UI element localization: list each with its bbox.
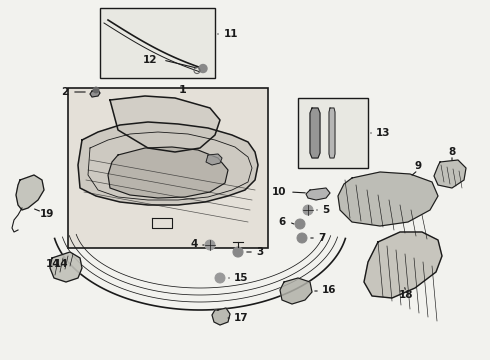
Text: 15: 15 xyxy=(234,273,248,283)
Polygon shape xyxy=(434,160,466,188)
Polygon shape xyxy=(329,108,335,158)
Polygon shape xyxy=(310,108,320,158)
Circle shape xyxy=(93,87,99,93)
Text: 8: 8 xyxy=(448,147,456,157)
Polygon shape xyxy=(206,154,222,165)
Polygon shape xyxy=(306,188,330,200)
Text: 16: 16 xyxy=(322,285,337,295)
Polygon shape xyxy=(50,252,82,282)
Text: 18: 18 xyxy=(399,290,413,300)
Text: 14: 14 xyxy=(46,259,60,269)
Text: 3: 3 xyxy=(256,247,263,257)
Polygon shape xyxy=(364,232,442,298)
Text: 10: 10 xyxy=(271,187,286,197)
Polygon shape xyxy=(108,147,228,198)
Text: 6: 6 xyxy=(279,217,286,227)
Circle shape xyxy=(215,273,225,283)
Text: 13: 13 xyxy=(376,128,391,138)
Bar xyxy=(100,8,215,78)
Polygon shape xyxy=(90,90,100,97)
Circle shape xyxy=(199,64,207,72)
Text: 1: 1 xyxy=(179,85,187,95)
Bar xyxy=(68,88,268,248)
Text: 19: 19 xyxy=(40,209,54,219)
Polygon shape xyxy=(212,308,230,325)
Polygon shape xyxy=(16,175,44,210)
Polygon shape xyxy=(338,172,438,226)
Circle shape xyxy=(303,205,313,215)
Text: 9: 9 xyxy=(415,161,421,171)
Text: 11: 11 xyxy=(224,29,239,39)
Circle shape xyxy=(233,247,243,257)
Circle shape xyxy=(295,219,305,229)
Text: 14: 14 xyxy=(53,259,68,269)
Bar xyxy=(298,98,368,168)
Polygon shape xyxy=(78,122,258,205)
Text: 12: 12 xyxy=(143,55,157,65)
Text: 5: 5 xyxy=(322,205,329,215)
Circle shape xyxy=(205,240,215,250)
Text: 4: 4 xyxy=(191,239,198,249)
Text: 17: 17 xyxy=(234,313,248,323)
Polygon shape xyxy=(280,278,312,304)
Circle shape xyxy=(297,233,307,243)
Polygon shape xyxy=(110,96,220,152)
Text: 7: 7 xyxy=(318,233,325,243)
Text: 2: 2 xyxy=(61,87,68,97)
